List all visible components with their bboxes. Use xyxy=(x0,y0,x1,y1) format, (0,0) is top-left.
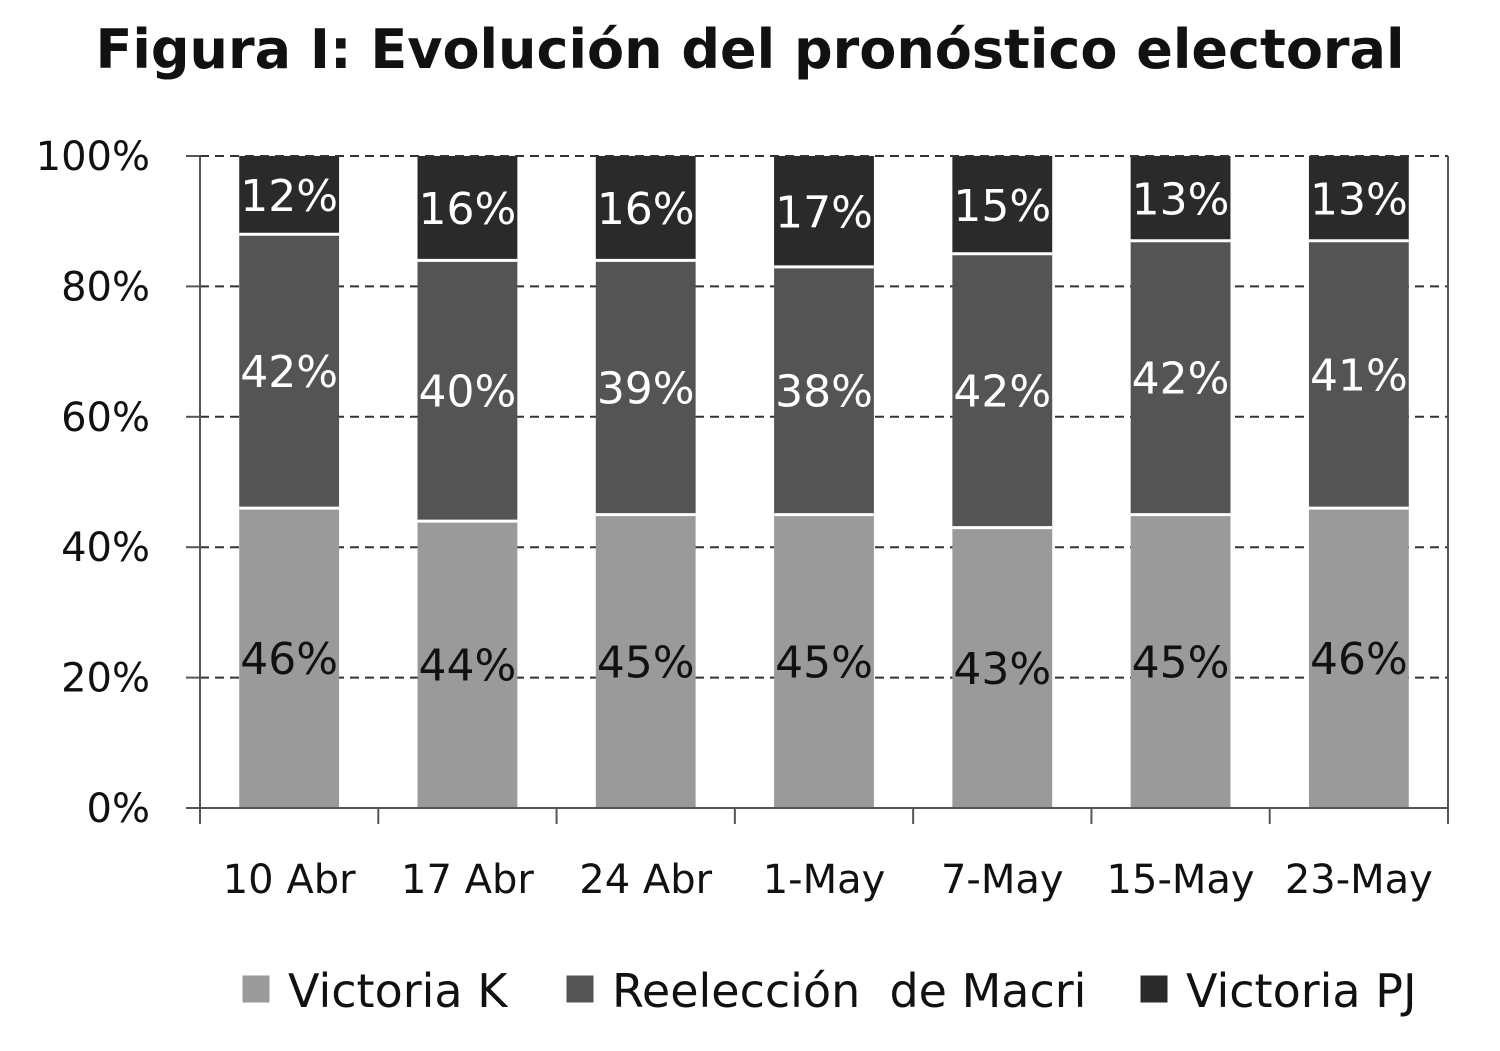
data-label: 45% xyxy=(597,637,695,688)
y-tick-label: 80% xyxy=(61,264,150,310)
data-label: 39% xyxy=(597,363,695,414)
data-label: 13% xyxy=(1132,174,1230,225)
data-label: 38% xyxy=(775,367,873,418)
data-label: 45% xyxy=(775,637,873,688)
bar-segment xyxy=(1308,508,1409,808)
data-label: 42% xyxy=(240,347,338,398)
bar-segment xyxy=(239,156,340,235)
bar-segment xyxy=(417,260,518,522)
bar-segment xyxy=(952,156,1053,254)
y-axis-ticks: 0% 20% 40% 60% 80% 100% xyxy=(36,134,200,832)
x-tick-label: 10 Abr xyxy=(223,857,356,903)
bars xyxy=(239,156,1409,808)
bar-segment xyxy=(952,527,1053,808)
bar-segment xyxy=(595,156,696,261)
x-tick-label: 24 Abr xyxy=(579,857,712,903)
data-label: 42% xyxy=(953,367,1051,418)
data-label: 46% xyxy=(1310,634,1408,685)
bar-segment xyxy=(952,253,1053,528)
data-label: 16% xyxy=(419,184,517,235)
bar-segment xyxy=(239,508,340,808)
data-label: 46% xyxy=(240,634,338,685)
data-labels: 46% 42% 12% 44% 40% 16% 45% 39% 16% 45% 38% 17% 43% 4… xyxy=(240,171,1408,695)
data-label: 40% xyxy=(419,367,517,418)
data-label: 42% xyxy=(1132,354,1230,405)
bar-segment xyxy=(774,266,874,515)
axes xyxy=(199,155,1449,809)
y-tick-label: 40% xyxy=(61,525,150,571)
x-tick-label: 23-May xyxy=(1285,857,1433,903)
x-tick-label: 15-May xyxy=(1107,857,1255,903)
legend-swatch xyxy=(565,974,595,1004)
bar-segment xyxy=(774,156,874,267)
data-label: 41% xyxy=(1310,350,1408,401)
data-label: 44% xyxy=(419,641,517,692)
legend-swatch xyxy=(241,974,271,1004)
bar-segment xyxy=(1130,156,1231,241)
data-label: 45% xyxy=(1132,637,1230,688)
data-label: 16% xyxy=(597,184,695,235)
x-tick-label: 17 Abr xyxy=(401,857,534,903)
bar-segment xyxy=(1308,240,1409,509)
bar-segment xyxy=(1130,514,1231,808)
bar-segment xyxy=(417,521,518,808)
bar-segment xyxy=(774,514,874,808)
y-tick-label: 60% xyxy=(61,395,150,441)
bar-segment xyxy=(417,156,518,261)
data-label: 17% xyxy=(775,187,873,238)
y-tick-label: 20% xyxy=(61,656,150,702)
chart-title: Figura I: Evolución del pronóstico elect… xyxy=(96,18,1405,81)
legend-label: Victoria K xyxy=(288,964,509,1018)
x-tick-label: 7-May xyxy=(941,857,1064,903)
bar-segment xyxy=(595,260,696,515)
data-label: 43% xyxy=(953,644,1051,695)
legend-swatch xyxy=(1139,974,1169,1004)
x-tick-label: 1-May xyxy=(763,857,886,903)
legend-label: Reelección de Macri xyxy=(612,964,1086,1018)
x-axis-ticks: 10 Abr 17 Abr 24 Abr 1-May 7-May 15-May 23-May xyxy=(199,808,1449,903)
data-label: 13% xyxy=(1310,174,1408,225)
data-label: 15% xyxy=(953,181,1051,232)
data-label: 12% xyxy=(240,171,338,222)
bar-segment xyxy=(1130,240,1231,515)
y-tick-label: 100% xyxy=(36,134,150,180)
bar-segment xyxy=(595,514,696,808)
bar-segment xyxy=(1308,156,1409,241)
legend-label: Victoria PJ xyxy=(1186,964,1417,1018)
bar-segment xyxy=(239,234,340,509)
legend: Victoria K Reelección de Macri Victoria PJ xyxy=(241,964,1417,1018)
y-tick-label: 0% xyxy=(87,786,150,832)
